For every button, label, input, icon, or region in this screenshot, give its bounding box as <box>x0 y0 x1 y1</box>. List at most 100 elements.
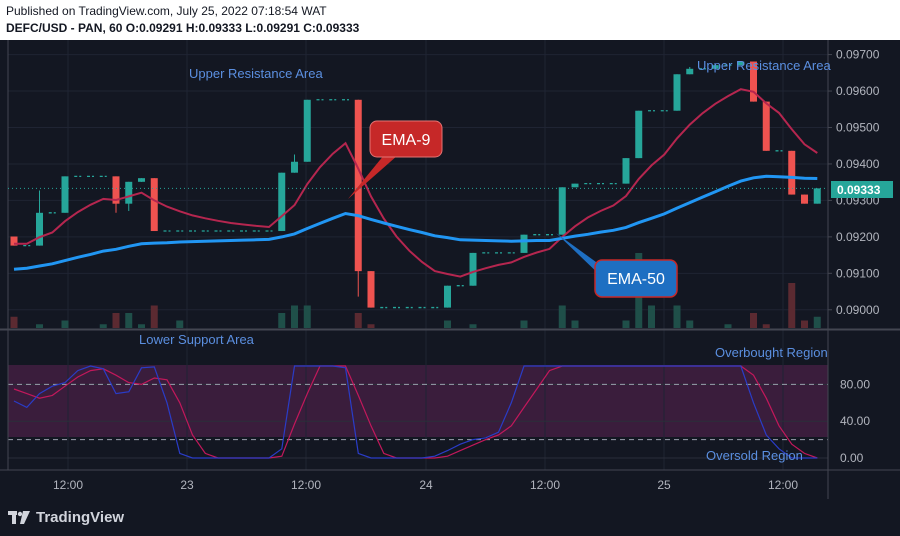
volume-bar <box>150 305 158 328</box>
time-tick-label: 23 <box>180 478 194 492</box>
volume-bar <box>176 320 184 328</box>
candle-body <box>750 61 757 102</box>
candle <box>61 176 69 213</box>
ema50-callout-box <box>594 259 678 298</box>
volume-bar <box>303 305 311 328</box>
candle <box>278 172 286 232</box>
candle <box>303 99 311 162</box>
candle <box>138 178 145 182</box>
time-tick-label: 12:00 <box>768 478 798 492</box>
candle <box>571 183 579 188</box>
upper-resistance-label-2: Upper Resistance Area <box>697 58 831 73</box>
candle <box>813 188 821 204</box>
ema9-callout: EMA-9 <box>348 120 443 199</box>
candle <box>444 285 451 308</box>
candle-body <box>635 110 643 159</box>
ema9-callout-box <box>369 120 443 158</box>
tradingview-logo-icon <box>8 510 30 524</box>
volume-bar <box>36 324 43 328</box>
time-tick-label: 24 <box>419 478 433 492</box>
volume-bar <box>125 313 133 328</box>
candle-body <box>469 252 477 286</box>
ema50-line <box>13 174 818 271</box>
volume-bar <box>813 316 821 328</box>
candle <box>762 101 770 151</box>
ema9-callout-label: EMA-9 <box>382 132 431 149</box>
price-tick-label: 0.09700 <box>836 48 880 62</box>
last-price-box <box>831 181 893 198</box>
symbol-ohlc-line: DEFC/USD - PAN, 60 O:0.09291 H:0.09333 L… <box>6 21 360 35</box>
volume-bar <box>444 320 451 328</box>
volume-bar <box>571 320 579 328</box>
price-tick-label: 0.09600 <box>836 84 880 98</box>
time-axis: 12:00 23 12:00 24 12:00 25 12:00 <box>53 478 798 492</box>
candle <box>558 187 566 235</box>
pane-frame <box>0 40 900 499</box>
candle <box>750 61 757 102</box>
price-tick-label: 0.09400 <box>836 157 880 171</box>
stoch-k-line <box>13 365 818 459</box>
last-price-value: 0.09333 <box>837 183 881 197</box>
candle <box>367 271 375 308</box>
candle-body <box>112 176 120 204</box>
stoch-tick-label: 80.00 <box>840 377 870 391</box>
oversold-label: Oversold Region <box>706 448 803 463</box>
volume-bar <box>112 313 120 328</box>
candle-body <box>278 172 286 232</box>
volume-bar <box>724 324 732 328</box>
overbought-label: Overbought Region <box>715 345 828 360</box>
candle-body <box>571 183 579 188</box>
chart-svg[interactable]: 0.090000.091000.092000.093000.094000.095… <box>0 0 900 499</box>
volume-bar <box>673 305 681 328</box>
published-line: Published on TradingView.com, July 25, 2… <box>6 4 327 18</box>
footer-bar: TradingView <box>0 499 900 536</box>
candle <box>635 110 643 159</box>
candle <box>291 154 298 173</box>
candle <box>801 194 808 204</box>
ema9-callout-pointer <box>348 155 398 199</box>
price-axis: 0.090000.091000.092000.093000.094000.095… <box>828 48 880 317</box>
candle-body <box>813 188 821 204</box>
candle <box>737 61 745 66</box>
volume-bar <box>762 324 770 328</box>
candle-body <box>367 271 375 308</box>
time-tick-label: 12:00 <box>530 478 560 492</box>
candle-body <box>354 99 362 272</box>
tradingview-logo[interactable]: TradingView <box>8 509 124 526</box>
candle-body <box>801 194 808 204</box>
candle <box>622 158 630 184</box>
volume-bar <box>520 320 528 328</box>
candle-body <box>558 187 566 235</box>
volume-bar <box>750 313 757 328</box>
volume-bar <box>788 283 796 328</box>
volume-bar <box>801 320 808 328</box>
volume-bar <box>291 305 298 328</box>
candle-body <box>622 158 630 184</box>
candle-body <box>686 68 694 75</box>
lower-support-label: Lower Support Area <box>139 332 255 347</box>
volume-bar <box>99 324 107 328</box>
stoch-band <box>8 365 828 437</box>
volume-bar <box>686 320 694 328</box>
ema50-callout: EMA-50 <box>556 233 678 298</box>
time-tick-label: 12:00 <box>53 478 83 492</box>
last-price-tag: 0.09333 <box>831 181 893 198</box>
volume-bar <box>61 320 69 328</box>
candle-body <box>711 65 719 69</box>
ema50-callout-label: EMA-50 <box>607 271 665 288</box>
candle-body <box>788 150 796 195</box>
volume-bar <box>10 316 18 328</box>
volume-bar <box>278 313 286 328</box>
candle <box>673 74 681 111</box>
candle <box>686 66 694 75</box>
volume-bar <box>469 324 477 328</box>
candle-body <box>10 236 18 246</box>
volume-bar <box>367 324 375 328</box>
candle-body <box>444 285 451 308</box>
candle <box>354 99 362 297</box>
candle-body <box>125 181 133 204</box>
candle-body <box>737 61 745 66</box>
volume-bar <box>622 320 630 328</box>
volume-bar <box>558 305 566 328</box>
time-tick-label: 25 <box>657 478 671 492</box>
